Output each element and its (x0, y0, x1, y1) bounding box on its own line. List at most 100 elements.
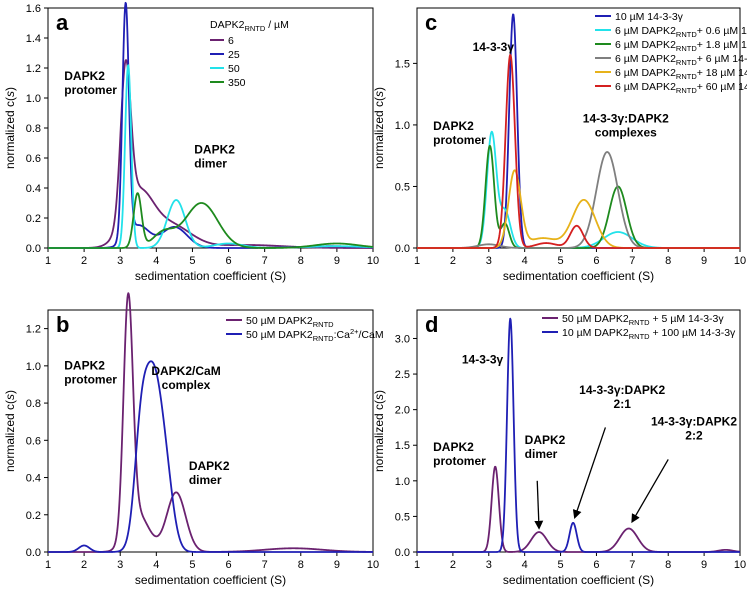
x-tick-label: 1 (414, 255, 420, 267)
series-line-c-2 (416, 144, 741, 249)
x-tick-label: 7 (262, 255, 268, 267)
legend-entry: 6 µM DAPK2RNTD+ 60 µM 14-3-3γ (615, 81, 747, 95)
legend-entry: 50 µM DAPK2RNTD (246, 315, 334, 329)
annotation: 14-3-3γ:DAPK2 complexes (583, 111, 669, 139)
series-line-c-1 (416, 130, 741, 249)
x-tick-label: 4 (522, 255, 528, 267)
y-tick-label: 0.0 (395, 243, 410, 255)
annotation: DAPK2 dimer (525, 433, 566, 461)
x-tick-label: 3 (486, 255, 492, 267)
x-tick-label: 2 (450, 559, 456, 571)
y-tick-label: 1.5 (395, 58, 410, 70)
x-tick-label: 2 (450, 255, 456, 267)
x-axis-label: sedimentation coefficient (S) (135, 573, 286, 587)
y-tick-label: 2.5 (395, 369, 410, 381)
x-tick-label: 3 (486, 559, 492, 571)
x-tick-label: 1 (45, 255, 51, 267)
legend-entry: 10 µM 14-3-3γ (615, 11, 684, 23)
y-tick-label: 0.6 (26, 153, 41, 165)
y-tick-label: 0.0 (395, 547, 410, 559)
plot-frame (47, 7, 374, 249)
series-line-d-1 (416, 317, 741, 553)
x-tick-label: 10 (367, 559, 379, 571)
annotation: DAPK2 protomer (64, 359, 117, 387)
x-tick-label: 6 (225, 559, 231, 571)
annotation: DAPK2 protomer (433, 440, 486, 468)
annotation-arrow (631, 459, 669, 524)
y-tick-label: 0.6 (26, 435, 41, 447)
y-tick-label: 0.4 (26, 183, 41, 195)
y-tick-label: 0.0 (26, 243, 41, 255)
x-tick-label: 6 (225, 255, 231, 267)
x-tick-label: 9 (701, 559, 707, 571)
legend: DAPK2RNTD / µM 6 25 50 350 (210, 19, 289, 89)
panel-c: 1 2 3 4 5 6 7 8 9 10 0.0 0.5 1.0 1.5 sedimentation coe… (372, 7, 747, 283)
annotation: DAPK2 dimer (189, 459, 230, 487)
x-tick-label: 4 (522, 559, 528, 571)
y-tick-label: 1.0 (395, 120, 410, 132)
x-tick-label: 5 (189, 559, 195, 571)
y-axis-label: normalized c(s) (372, 87, 386, 169)
x-tick-label: 8 (298, 559, 304, 571)
panels-layer: 1 2 3 4 5 6 7 8 9 10 0.0 0.2 0.4 0.6 0.8 1.0 1.2 1.4 1.6 se… (3, 1, 747, 587)
y-tick-label: 1.0 (26, 93, 41, 105)
series-line-c-4 (416, 169, 741, 249)
series-line-b-0 (47, 292, 374, 553)
x-tick-label: 5 (557, 559, 563, 571)
y-tick-label: 1.4 (26, 33, 41, 45)
y-tick-label: 0.4 (26, 473, 41, 485)
y-tick-label: 1.5 (395, 440, 410, 452)
x-tick-label: 7 (629, 255, 635, 267)
x-tick-label: 2 (81, 559, 87, 571)
x-tick-label: 5 (189, 255, 195, 267)
annotation: DAPK2 protomer (64, 69, 117, 97)
x-tick-label: 9 (334, 559, 340, 571)
annotation: DAPK2 protomer (433, 119, 486, 147)
legend-entry: 350 (228, 77, 246, 89)
series-line-c-5 (416, 53, 741, 249)
y-tick-label: 2.0 (395, 405, 410, 417)
legend-entry: 6 µM DAPK2RNTD+ 0.6 µM 14-3-3γ (615, 25, 747, 39)
plot-frame (47, 309, 374, 553)
panel-label: d (425, 312, 438, 337)
x-tick-label: 9 (334, 255, 340, 267)
y-tick-label: 0.5 (395, 181, 410, 193)
legend-entry: 50 (228, 63, 240, 75)
x-tick-label: 10 (734, 559, 746, 571)
series-line-a-0 (47, 59, 374, 249)
y-axis-label: normalized c(s) (3, 390, 17, 472)
x-tick-label: 10 (367, 255, 379, 267)
x-tick-label: 4 (153, 559, 159, 571)
x-tick-label: 9 (701, 255, 707, 267)
x-tick-label: 1 (414, 559, 420, 571)
y-tick-label: 1.0 (26, 361, 41, 373)
x-tick-label: 10 (734, 255, 746, 267)
x-axis-label: sedimentation coefficient (S) (135, 269, 286, 283)
y-tick-label: 0.8 (26, 123, 41, 135)
x-axis-label: sedimentation coefficient (S) (503, 269, 654, 283)
y-tick-label: 3.0 (395, 333, 410, 345)
series-line-b-1 (47, 360, 374, 553)
y-tick-label: 0.2 (26, 510, 41, 522)
legend: 10 µM 14-3-3γ 6 µM DAPK2RNTD+ 0.6 µM 14-3… (595, 11, 747, 95)
annotation: 14-3-3γ:DAPK2 2:2 (651, 414, 737, 442)
y-tick-label: 1.2 (26, 63, 41, 75)
y-tick-label: 0.2 (26, 213, 41, 225)
y-axis-label: normalized c(s) (3, 87, 17, 169)
series-line-c-3 (416, 151, 741, 249)
x-tick-label: 4 (153, 255, 159, 267)
series-line-a-3 (47, 192, 374, 249)
annotation-arrow (534, 480, 544, 530)
panel-d: 1 2 3 4 5 6 7 8 9 10 0.0 0.5 1.0 1.5 2.0 2.5 3.0 sediment… (372, 309, 746, 587)
y-tick-label: 1.2 (26, 324, 41, 336)
x-tick-label: 1 (45, 559, 51, 571)
legend-entry: 6 µM DAPK2RNTD+ 6 µM 14-3-3γ (615, 53, 747, 67)
panel-a: 1 2 3 4 5 6 7 8 9 10 0.0 0.2 0.4 0.6 0.8 1.0 1.2 1.4 1.6 se… (3, 1, 379, 283)
y-tick-label: 1.0 (395, 476, 410, 488)
annotation: 14-3-3γ (473, 40, 515, 54)
legend-entry: 6 µM DAPK2RNTD+ 18 µM 14-3-3γ (615, 67, 747, 81)
annotation: 14-3-3γ (462, 352, 504, 366)
